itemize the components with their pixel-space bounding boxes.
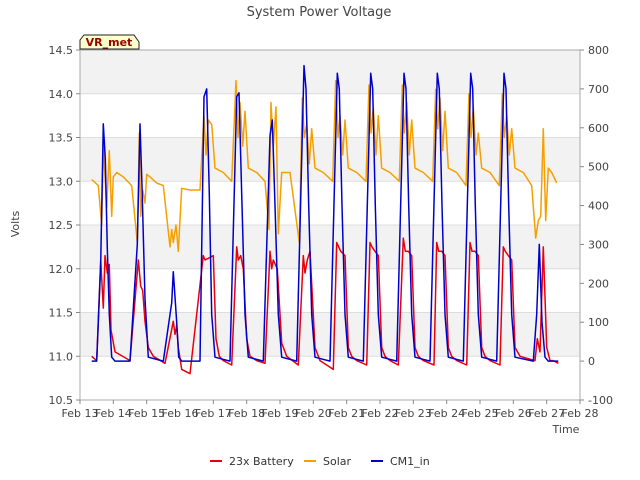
plot-band [80,356,580,400]
x-tick-label: Feb 28 [562,407,599,420]
legend-label: Solar [323,455,352,468]
x-tick-label: Feb 23 [395,407,432,420]
series-line-23x-battery [91,237,559,375]
x-tick-label: Feb 18 [228,407,265,420]
y2-tick-label: 500 [588,161,609,174]
series-line-solar [91,79,558,253]
x-tick-label: Feb 25 [462,407,499,420]
y-tick-label: 10.5 [49,394,74,407]
chart-title: System Power Voltage [247,5,392,20]
x-tick-label: Feb 20 [295,407,332,420]
plot-band [80,137,580,182]
axes: 10.5 11.0 11.5 12.0 12.5 13.0 13.5 14.0 14.5 -100… [49,44,613,420]
site-label-box [79,34,140,50]
site-label-badge: VR_met [79,34,140,50]
legend-label: CM1_in [390,455,430,468]
y-tick-label: 12.0 [49,263,74,276]
y2-tick-label: 800 [588,44,609,57]
y2-tick-label: 100 [588,316,609,329]
x-tick-label: Feb 21 [328,407,365,420]
y-tick-label: 13.0 [49,175,74,188]
x-tick-label: Feb 22 [362,407,399,420]
site-label-text: VR_met [86,36,133,49]
plot-band [80,225,580,269]
y-axis-label: Volts [9,210,22,237]
series-line-cm1-in [91,64,559,362]
y-tick-label: 13.5 [49,132,74,145]
x-tick-label: Feb 24 [428,407,465,420]
plot-band [80,50,580,94]
plot-band [80,93,580,138]
y2-tick-label: -100 [588,394,613,407]
x-tick-label: Feb 15 [128,407,165,420]
series-layer [91,64,559,375]
plot-band [80,268,580,313]
y2-tick-label: 400 [588,200,609,213]
y-tick-label: 14.5 [49,44,74,57]
x-tick-label: Feb 14 [95,407,132,420]
y2-tick-label: 600 [588,122,609,135]
plot-band [80,181,580,225]
legend: 23x Battery Solar CM1_in [210,455,430,468]
legend-label: 23x Battery [229,455,294,468]
y2-tick-label: 0 [588,355,595,368]
y2-tick-label: 300 [588,238,609,251]
y-tick-label: 11.0 [49,350,74,363]
y-tick-label: 14.0 [49,88,74,101]
x-tick-label: Feb 17 [195,407,232,420]
x-tick-label: Feb 26 [495,407,532,420]
x-axis-label: Time [552,423,580,436]
x-tick-label: Feb 16 [162,407,199,420]
y2-tick-label: 200 [588,277,609,290]
y-tick-label: 11.5 [49,307,74,320]
y2-tick-label: 700 [588,83,609,96]
y-tick-label: 12.5 [49,219,74,232]
x-tick-label: Feb 13 [62,407,99,420]
x-tick-label: Feb 19 [262,407,299,420]
x-tick-label: Feb 27 [528,407,565,420]
